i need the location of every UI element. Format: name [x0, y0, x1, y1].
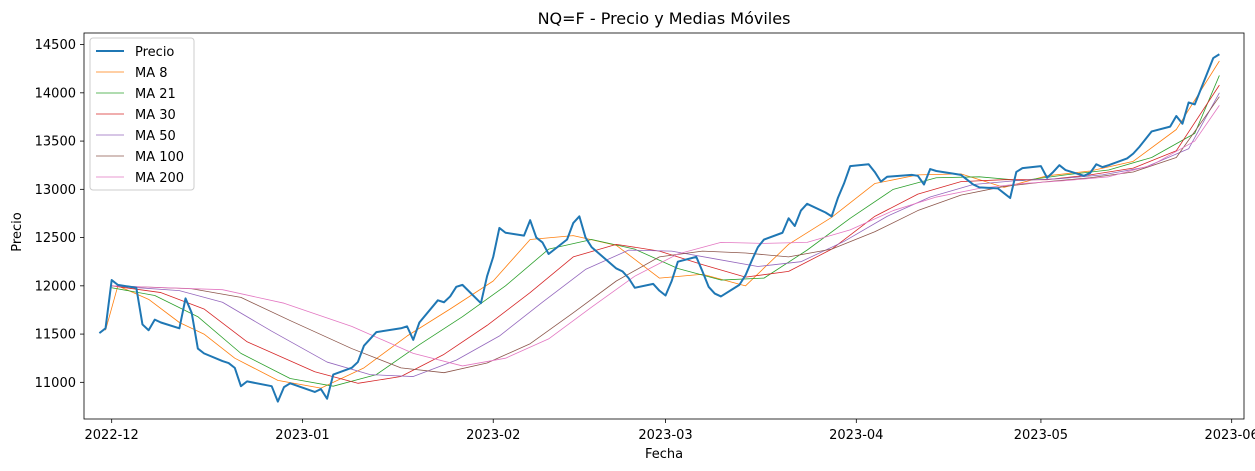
y-tick-label: 13500 [35, 135, 76, 150]
legend-entry-label: Precio [135, 45, 174, 60]
legend-entry-label: MA 8 [135, 66, 168, 81]
legend: Precio MA 8 MA 21 MA 30 MA 50 MA 100 MA 200 [89, 37, 195, 191]
y-axis: 11000 11500 12000 12500 13000 13500 14000 14500 [35, 38, 84, 391]
x-tick-label: 2023-02 [466, 428, 520, 443]
series-line-2 [111, 75, 1220, 387]
y-tick-label: 14500 [35, 38, 76, 53]
series-line-5 [111, 96, 1220, 374]
x-axis: 2022-12 2023-01 2023-02 2023-03 2023-04 2023-… [85, 419, 1255, 443]
x-tick-label: 2023-04 [829, 428, 883, 443]
legend-box [89, 37, 195, 191]
x-tick-label: 2023-01 [275, 428, 329, 443]
axes-frame [83, 32, 1245, 420]
x-tick-label: 2023-05 [1014, 428, 1068, 443]
plot-area [83, 32, 1245, 420]
x-tick-label: 2022-12 [85, 428, 139, 443]
y-tick-label: 13000 [35, 183, 76, 198]
y-tick-label: 11000 [35, 376, 76, 391]
y-tick-label: 11500 [35, 328, 76, 343]
y-tick-label: 14000 [35, 86, 76, 101]
y-tick-label: 12500 [35, 231, 76, 246]
series-line-1 [105, 60, 1220, 389]
legend-entry-label: MA 30 [135, 108, 176, 123]
series-line-6 [111, 105, 1220, 367]
legend-entry-label: MA 21 [135, 87, 176, 102]
x-tick-label: 2023-06 [1205, 428, 1255, 443]
legend-entry-label: MA 100 [135, 150, 184, 165]
y-axis-label: Precio [10, 212, 25, 251]
series-line-3 [111, 84, 1220, 384]
legend-entry-label: MA 200 [135, 171, 184, 186]
legend-entry-label: MA 50 [135, 129, 176, 144]
x-tick-label: 2023-03 [638, 428, 692, 443]
x-axis-label: Fecha [645, 447, 683, 462]
series-line-0 [98, 53, 1220, 403]
chart-title: NQ=F - Precio y Medias Móviles [538, 9, 791, 28]
y-tick-label: 12000 [35, 279, 76, 294]
series-line-4 [111, 92, 1220, 377]
